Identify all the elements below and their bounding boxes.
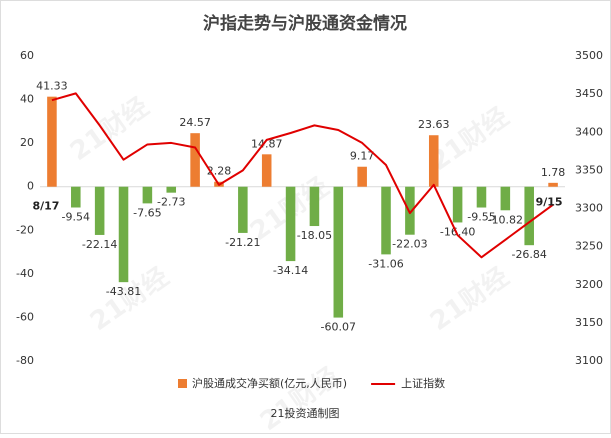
data-label: 14.87 (251, 137, 283, 150)
bar (500, 186, 511, 211)
bar (166, 186, 177, 193)
y2-tick-label: 3350 (575, 163, 603, 176)
legend-swatch (178, 379, 187, 388)
data-label: -9.55 (467, 211, 495, 224)
bar (357, 166, 367, 187)
data-label: -18.05 (297, 229, 332, 242)
y2-tick-label: 3450 (575, 87, 603, 100)
y2-tick-label: 3200 (575, 278, 603, 291)
y-tick-label: -40 (16, 267, 34, 280)
data-label: 41.33 (36, 80, 68, 93)
y-tick-label: 0 (27, 180, 34, 193)
data-label: -26.84 (511, 248, 546, 261)
x-tick-label: 9/15 (536, 196, 563, 209)
bar (333, 186, 344, 318)
y-tick-label: -60 (16, 310, 34, 323)
chart-title: 沪指走势与沪股通资金情况 (203, 13, 407, 34)
y2-tick-label: 3150 (575, 316, 603, 329)
data-label: 23.63 (418, 118, 450, 131)
y2-tick-label: 3300 (575, 202, 603, 215)
bar (142, 186, 153, 204)
bar (428, 135, 439, 187)
bar (452, 186, 463, 223)
bar (261, 154, 272, 187)
data-label: -43.81 (106, 285, 141, 298)
bar (524, 186, 534, 246)
line (51, 92, 554, 259)
legend-label: 沪股通成交净买额(亿元,人民币) (192, 376, 347, 390)
data-label: -16.40 (440, 225, 475, 238)
y2-tick-label: 3250 (575, 240, 603, 253)
x-tick-label: 8/17 (32, 200, 59, 213)
bar (285, 186, 296, 262)
bar (381, 186, 391, 255)
bar (238, 186, 248, 233)
data-label: 9.17 (350, 150, 375, 163)
data-label: -21.21 (225, 236, 260, 249)
bar (71, 186, 81, 208)
data-label: -22.03 (392, 238, 427, 251)
legend-label: 上证指数 (401, 376, 445, 390)
data-label: -60.07 (321, 321, 356, 334)
y-tick-label: -20 (16, 223, 34, 236)
bar (118, 186, 129, 283)
data-label: -9.54 (62, 210, 90, 223)
y2-tick-label: 3100 (575, 354, 603, 367)
y-tick-label: -80 (16, 354, 34, 367)
data-label: 24.57 (179, 116, 211, 129)
data-label: -31.06 (368, 257, 403, 270)
data-label: -10.82 (488, 213, 523, 226)
bar (309, 186, 320, 227)
bar (94, 186, 105, 235)
y-tick-label: 40 (20, 93, 34, 106)
bar (476, 186, 487, 208)
bar (190, 133, 200, 187)
y-tick-label: 20 (20, 136, 34, 149)
data-label: -2.73 (157, 196, 185, 209)
y-tick-label: 60 (20, 49, 34, 62)
data-label: 1.78 (541, 166, 566, 179)
footer: 21投资通制图 (271, 406, 340, 420)
bar (405, 186, 415, 235)
y2-tick-label: 3400 (575, 125, 603, 138)
bar (548, 182, 558, 187)
y2-tick-label: 3500 (575, 49, 603, 62)
data-label: -7.65 (133, 206, 161, 219)
data-label: -34.14 (273, 264, 308, 277)
data-label: -22.14 (82, 238, 117, 251)
bar (47, 96, 57, 187)
